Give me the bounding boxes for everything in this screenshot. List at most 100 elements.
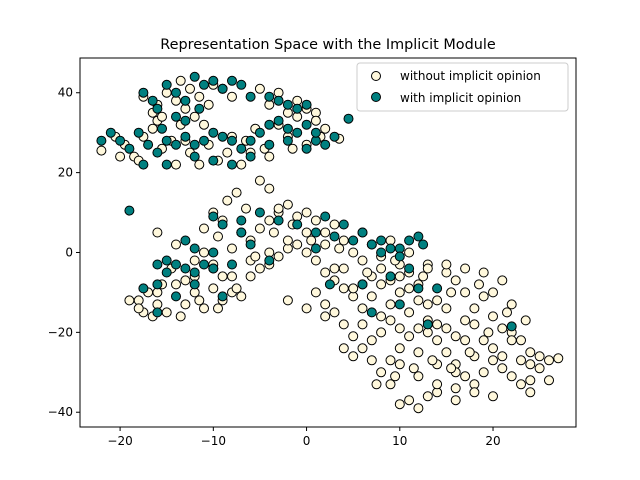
data-point bbox=[446, 363, 457, 374]
data-point bbox=[338, 235, 349, 246]
data-point bbox=[152, 103, 163, 114]
data-point bbox=[199, 223, 209, 234]
data-point bbox=[208, 247, 219, 258]
data-point bbox=[502, 307, 512, 318]
y-tick-label: 40 bbox=[58, 86, 73, 100]
data-point bbox=[376, 279, 387, 290]
data-point bbox=[450, 331, 461, 342]
data-point bbox=[376, 263, 387, 274]
data-point bbox=[194, 103, 205, 114]
data-point bbox=[175, 75, 186, 86]
data-point bbox=[534, 351, 545, 362]
data-point bbox=[152, 259, 163, 270]
data-point bbox=[441, 323, 452, 334]
data-point bbox=[245, 239, 256, 250]
data-point bbox=[310, 115, 321, 126]
data-point bbox=[404, 331, 415, 342]
data-point bbox=[217, 291, 228, 302]
data-point bbox=[124, 205, 135, 216]
data-point bbox=[478, 367, 489, 378]
data-point bbox=[394, 251, 405, 262]
data-point bbox=[357, 303, 368, 314]
data-point bbox=[189, 279, 200, 290]
data-point bbox=[180, 131, 191, 142]
data-point bbox=[245, 135, 256, 146]
data-point bbox=[310, 287, 321, 298]
data-point bbox=[292, 219, 303, 230]
plot-frame bbox=[79, 57, 577, 428]
data-point bbox=[213, 231, 223, 242]
data-point bbox=[320, 227, 331, 238]
data-point bbox=[520, 315, 531, 326]
data-point bbox=[376, 235, 387, 246]
data-point bbox=[371, 379, 382, 390]
data-point bbox=[441, 303, 452, 314]
data-point bbox=[516, 335, 526, 346]
data-point bbox=[385, 299, 396, 310]
data-point bbox=[376, 327, 387, 338]
data-point bbox=[394, 271, 405, 282]
data-point bbox=[245, 91, 256, 102]
data-point bbox=[329, 231, 340, 242]
data-point bbox=[488, 355, 498, 366]
data-point bbox=[292, 239, 303, 250]
data-point bbox=[478, 335, 489, 346]
data-point bbox=[488, 287, 498, 298]
data-point bbox=[450, 383, 461, 394]
data-point bbox=[245, 151, 256, 162]
legend-marker-without bbox=[371, 71, 381, 81]
data-point bbox=[357, 343, 368, 354]
x-tick-label: −10 bbox=[201, 434, 226, 448]
data-point bbox=[273, 115, 284, 126]
data-point bbox=[236, 291, 247, 302]
data-point bbox=[404, 395, 415, 406]
data-point bbox=[450, 275, 461, 286]
data-point bbox=[525, 347, 536, 358]
data-point bbox=[310, 227, 321, 238]
data-point bbox=[194, 295, 205, 306]
data-point bbox=[254, 223, 265, 234]
data-point bbox=[366, 307, 377, 318]
data-point bbox=[446, 287, 457, 298]
data-point bbox=[115, 151, 126, 162]
data-point bbox=[357, 279, 368, 290]
data-point bbox=[180, 275, 191, 286]
data-point bbox=[422, 319, 433, 330]
data-point bbox=[366, 335, 377, 346]
data-point bbox=[227, 271, 237, 282]
points-layer bbox=[96, 71, 564, 414]
data-point bbox=[464, 347, 475, 358]
data-point bbox=[273, 215, 284, 226]
data-point bbox=[273, 251, 284, 262]
data-point bbox=[338, 319, 349, 330]
data-point bbox=[264, 255, 275, 266]
data-point bbox=[133, 127, 144, 138]
data-point bbox=[506, 299, 517, 310]
data-point bbox=[180, 263, 191, 274]
data-point bbox=[217, 271, 228, 282]
data-point bbox=[474, 279, 484, 290]
legend: without implicit opinion with implicit o… bbox=[356, 62, 569, 112]
data-point bbox=[264, 183, 275, 194]
data-point bbox=[469, 387, 480, 398]
data-point bbox=[432, 335, 443, 346]
data-point bbox=[544, 355, 554, 366]
data-point bbox=[301, 143, 312, 154]
data-point bbox=[208, 75, 219, 86]
x-tick-label: 0 bbox=[303, 434, 311, 448]
data-point bbox=[189, 255, 200, 266]
data-point bbox=[282, 99, 293, 110]
data-point bbox=[189, 111, 200, 122]
data-point bbox=[147, 123, 158, 134]
data-point bbox=[96, 145, 107, 156]
data-point bbox=[217, 131, 228, 142]
data-point bbox=[189, 71, 200, 82]
data-point bbox=[357, 319, 368, 330]
data-point bbox=[334, 243, 345, 254]
data-point bbox=[208, 155, 219, 166]
data-point bbox=[185, 83, 195, 94]
data-point bbox=[376, 311, 387, 322]
data-point bbox=[217, 83, 228, 94]
data-point bbox=[282, 135, 293, 146]
data-point bbox=[497, 323, 508, 334]
